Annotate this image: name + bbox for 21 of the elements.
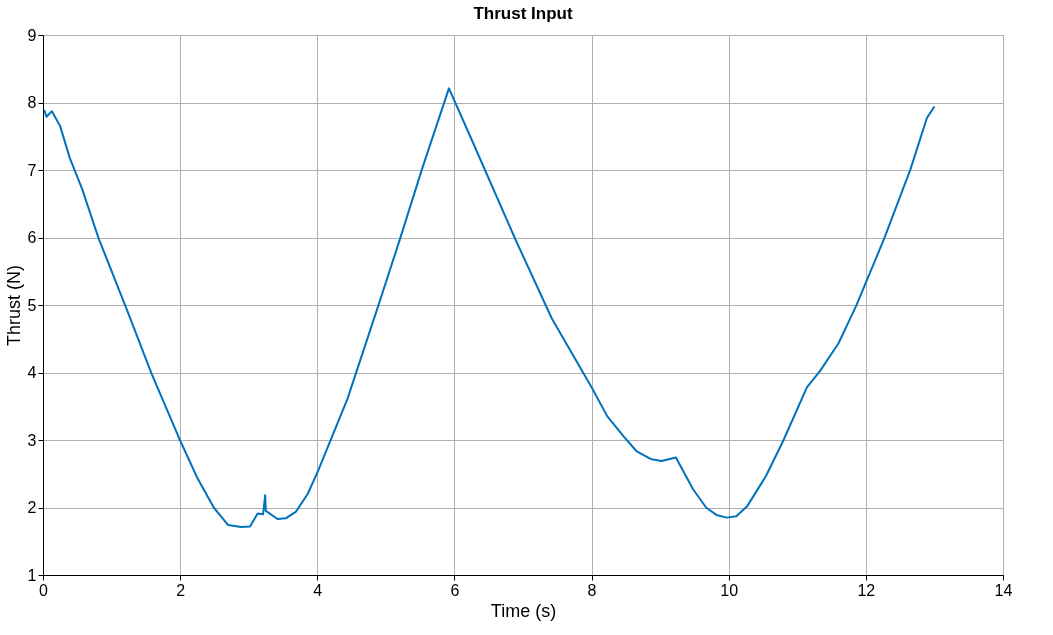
- y-axis-title: Thrust (N): [3, 265, 24, 346]
- x-tick-label: 8: [587, 581, 597, 599]
- x-tick-label: 14: [994, 581, 1013, 599]
- y-tick-label: 7: [27, 161, 37, 179]
- y-tick-label: 9: [27, 26, 37, 44]
- x-axis-title: Time (s): [490, 600, 557, 621]
- y-tick-label: 3: [27, 431, 37, 449]
- y-tick-label: 5: [27, 296, 37, 314]
- x-tick-label: 10: [720, 581, 739, 599]
- y-tick-label: 1: [27, 566, 37, 584]
- y-tick-label: 4: [27, 364, 37, 381]
- y-tick-label: 8: [27, 94, 37, 111]
- x-tick-label: 12: [857, 581, 876, 599]
- x-tick-label: 0: [39, 581, 49, 599]
- y-tick-label: 2: [27, 499, 37, 516]
- x-tick-label: 4: [313, 581, 323, 599]
- x-tick-label: 6: [450, 581, 460, 599]
- x-tick-label: 2: [176, 581, 186, 599]
- line-series: [43, 87, 936, 529]
- y-tick-label: 6: [27, 229, 37, 246]
- chart-title: Thrust Input: [473, 4, 573, 23]
